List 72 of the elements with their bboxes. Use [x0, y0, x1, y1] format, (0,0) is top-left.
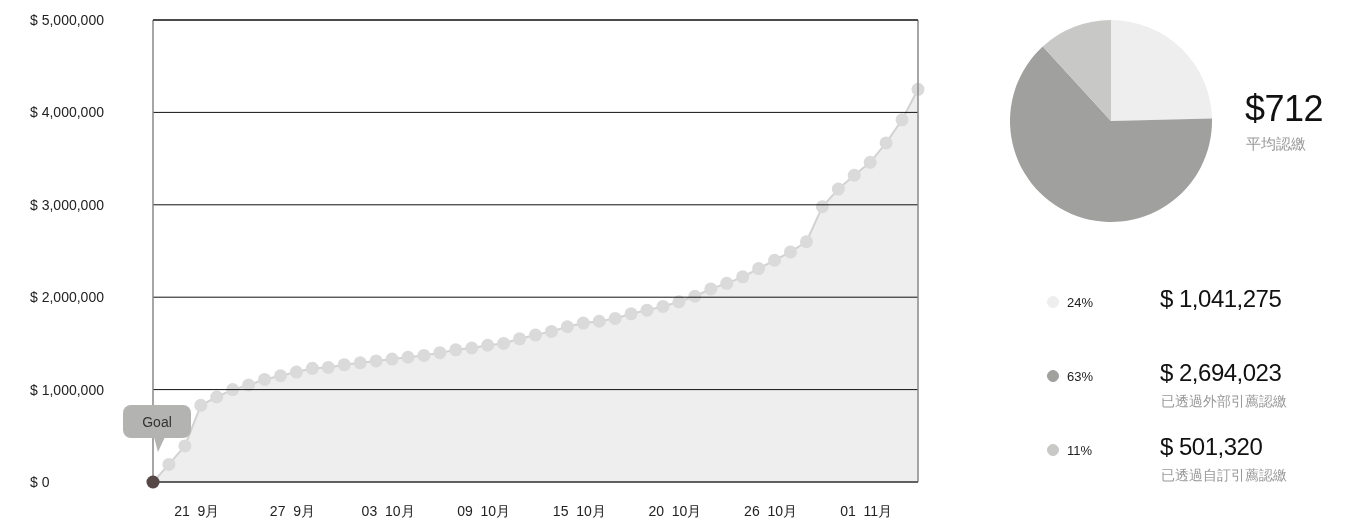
x-tick-label: 26 10月	[744, 503, 798, 519]
point	[465, 341, 479, 355]
point	[720, 276, 734, 290]
point	[879, 136, 893, 150]
text: 11%	[1067, 442, 1093, 458]
point	[353, 356, 367, 370]
point	[242, 378, 256, 392]
text: 已透過自訂引薦認繳	[1161, 467, 1287, 483]
point	[162, 457, 176, 471]
point	[417, 348, 431, 362]
annotation: Goal	[142, 413, 172, 430]
x-tick-label: 27 9月	[269, 503, 316, 519]
point	[799, 235, 813, 249]
point	[863, 155, 877, 169]
text: $ 2,694,023	[1160, 359, 1282, 386]
x-tick-label: 09 10月	[457, 503, 511, 519]
text: 24%	[1067, 294, 1094, 310]
point	[529, 328, 542, 342]
point	[656, 299, 670, 313]
point	[704, 282, 718, 296]
y-tick-label: $ 4,000,000	[30, 104, 105, 121]
point	[592, 314, 606, 328]
y-tick-label: $ 3,000,000	[30, 196, 105, 213]
point	[305, 361, 319, 375]
point	[624, 307, 638, 321]
point	[895, 113, 909, 127]
pie-slice	[1111, 20, 1212, 121]
point	[369, 354, 383, 368]
point	[608, 311, 622, 325]
text: 已透過外部引薦認繳	[1161, 393, 1287, 409]
x-tick-label: 03 10月	[361, 503, 415, 519]
point	[289, 365, 303, 379]
pie-slice	[1010, 46, 1212, 222]
point	[576, 316, 590, 330]
x-tick-label: 20 10月	[648, 503, 702, 519]
point	[752, 262, 766, 276]
point	[513, 332, 527, 346]
y-tick-label: $ 0	[30, 473, 50, 490]
point	[449, 343, 463, 357]
text: $ 501,320	[1160, 433, 1263, 460]
point	[640, 303, 654, 317]
point	[337, 358, 351, 372]
text: 63%	[1067, 368, 1094, 384]
y-tick-label: $ 1,000,000	[30, 381, 105, 398]
point	[497, 336, 511, 350]
x-tick-label: 21 9月	[174, 503, 220, 519]
text: $ 1,041,275	[1160, 285, 1282, 312]
text: $712	[1245, 88, 1324, 129]
point	[736, 270, 750, 284]
point	[178, 439, 192, 453]
point	[385, 352, 399, 366]
point	[433, 346, 447, 360]
pie-slice	[1042, 20, 1111, 121]
y-tick-label: $ 5,000,000	[30, 11, 105, 28]
y-tick-label: $ 2,000,000	[30, 289, 105, 306]
point	[194, 398, 208, 412]
point	[768, 253, 782, 267]
point	[258, 372, 272, 386]
x-tick-label: 01 11月	[840, 503, 893, 519]
point	[321, 360, 335, 374]
point	[210, 390, 224, 404]
point	[274, 369, 287, 383]
text: 平均認繳	[1246, 135, 1306, 152]
point	[831, 182, 845, 196]
point	[847, 168, 861, 182]
point	[784, 245, 797, 259]
x-tick-label: 15 10月	[552, 503, 606, 519]
point	[560, 320, 574, 334]
point	[401, 350, 415, 364]
point	[481, 338, 495, 352]
point	[544, 324, 558, 338]
point	[815, 200, 829, 214]
